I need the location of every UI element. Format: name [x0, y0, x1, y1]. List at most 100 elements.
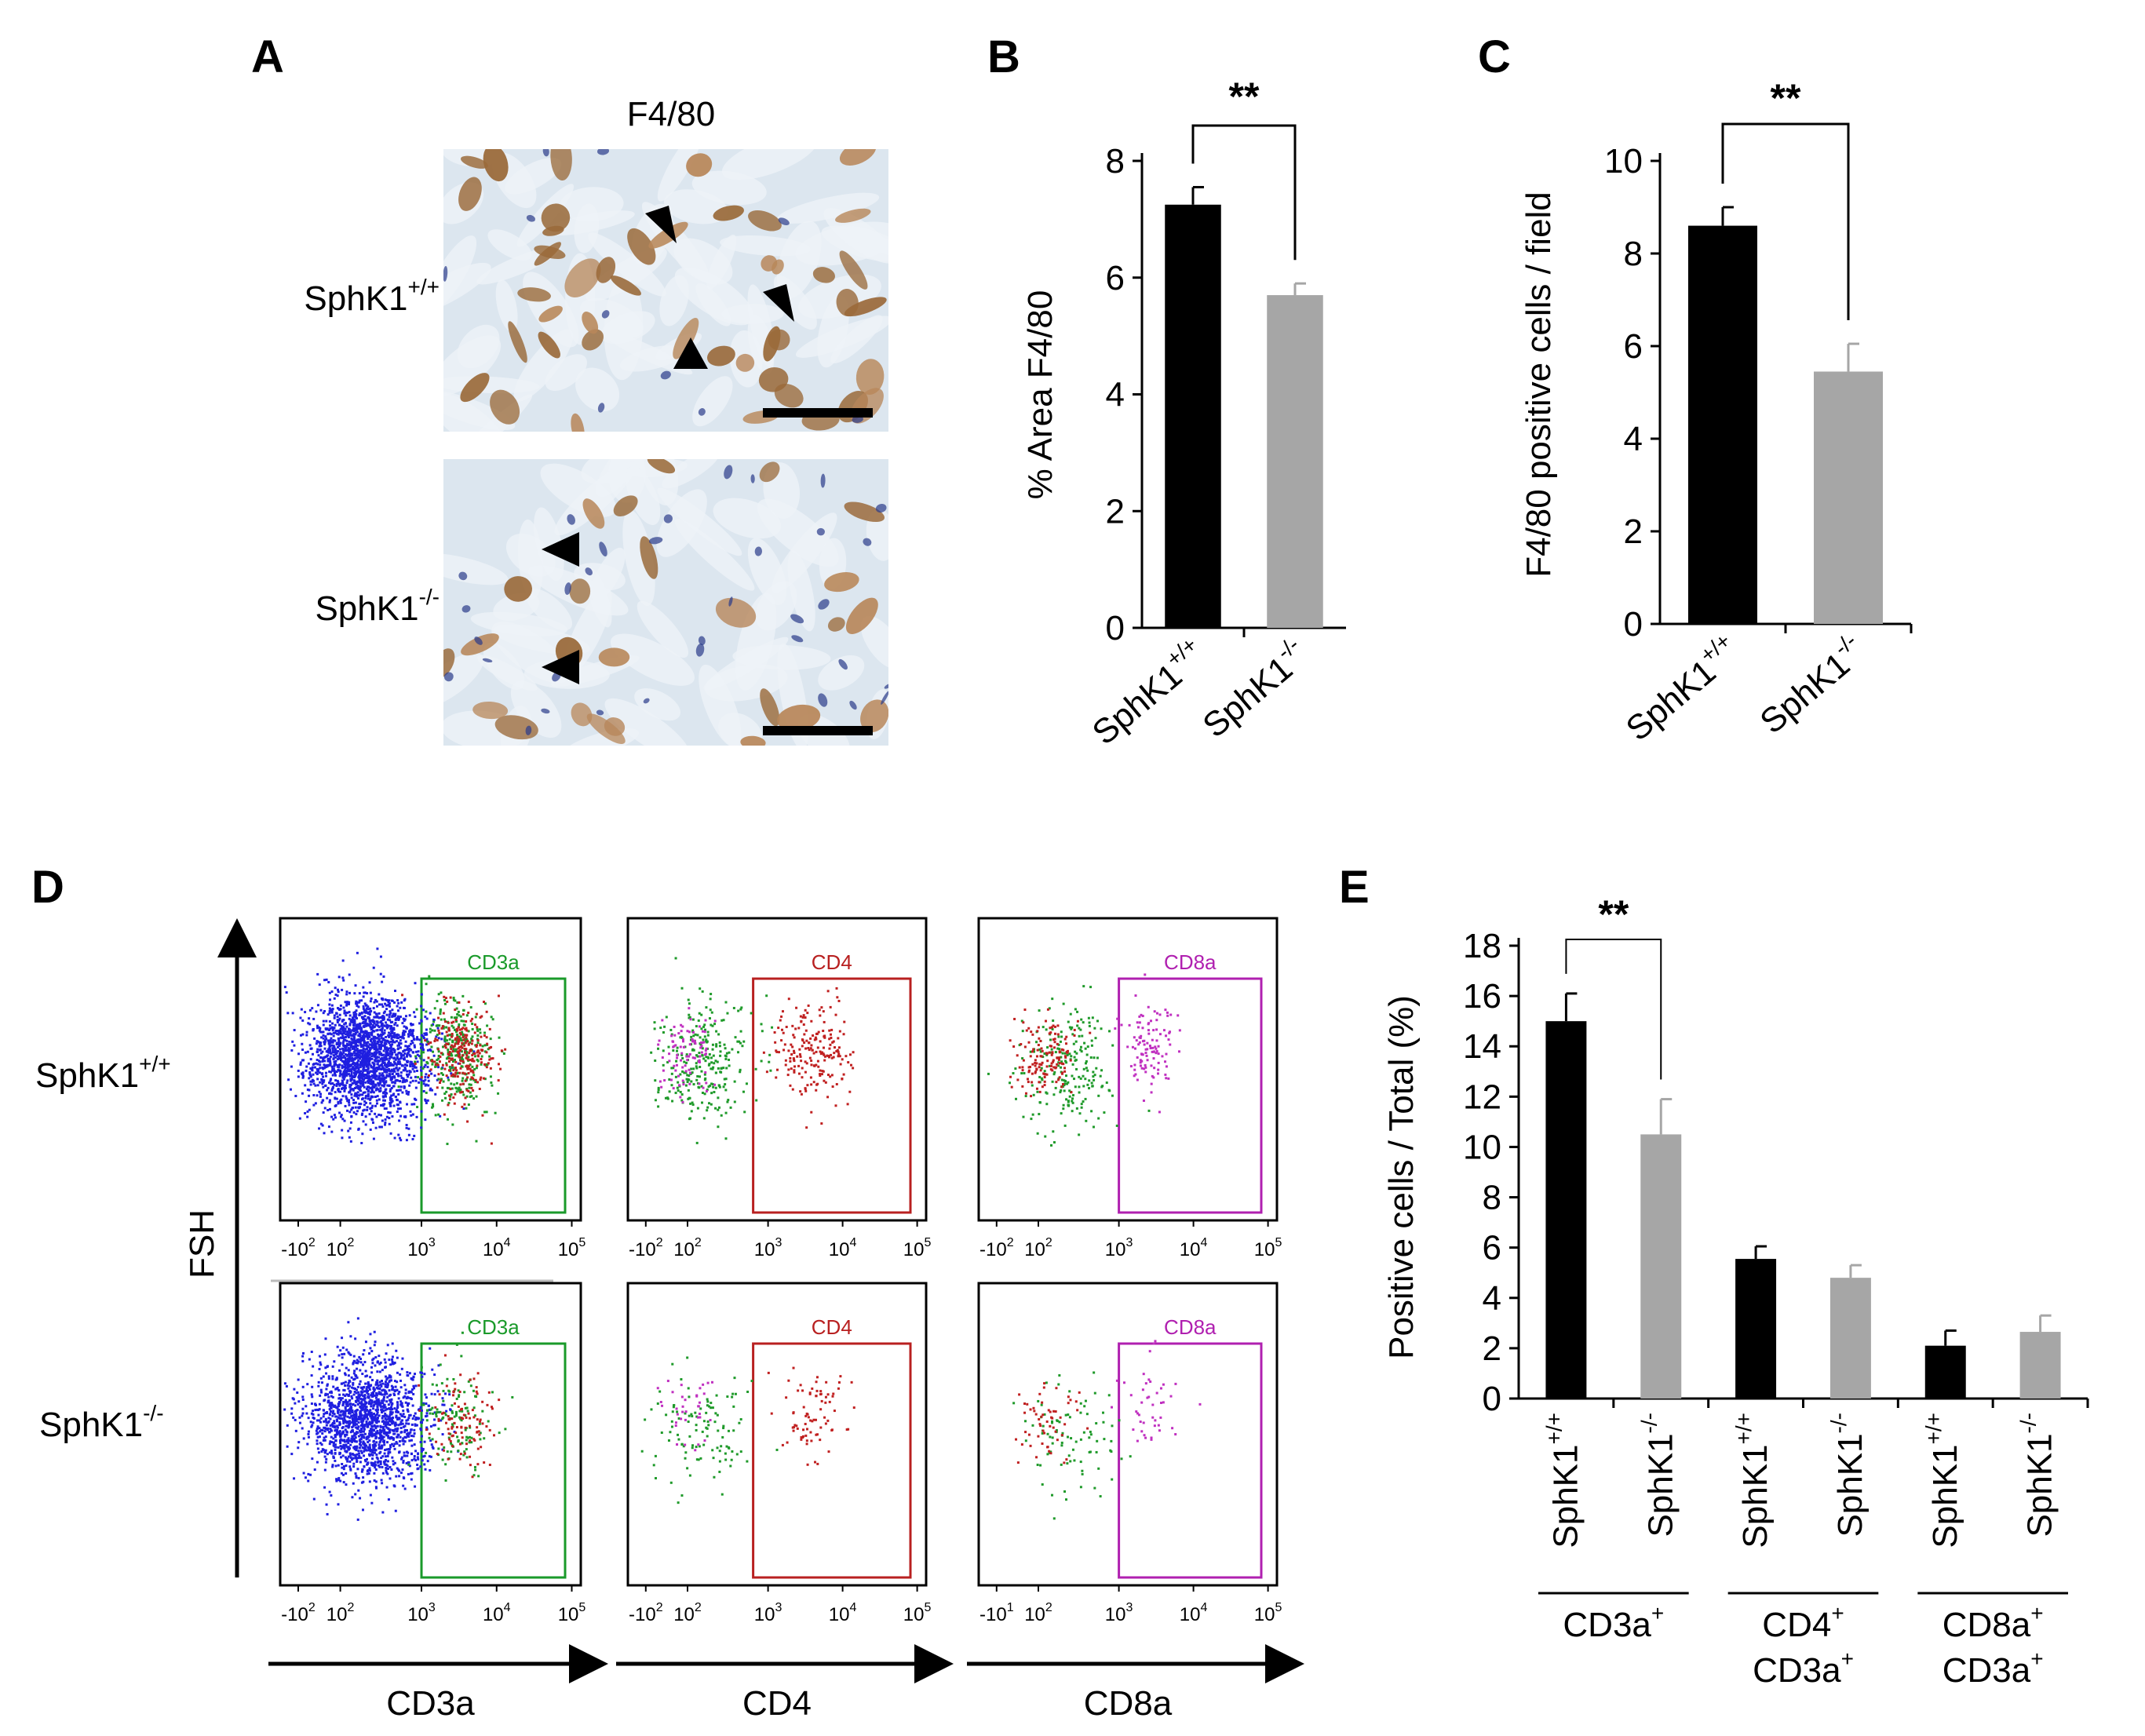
- dot-blue: [398, 1391, 401, 1394]
- x-tick-label: 102: [673, 1236, 702, 1260]
- dot-blue: [407, 1091, 410, 1094]
- dot-blue: [331, 1465, 334, 1468]
- dot-red: [461, 1082, 465, 1085]
- dot-blue: [381, 1472, 385, 1475]
- dot-blue: [381, 1409, 384, 1412]
- dot-blue: [367, 1049, 370, 1052]
- dot-blue: [341, 1086, 345, 1089]
- dot-blue: [299, 1061, 302, 1064]
- dot-blue: [374, 1043, 378, 1046]
- dot-blue: [355, 1475, 358, 1478]
- dot-blue: [308, 1044, 312, 1047]
- dot-blue: [348, 1014, 352, 1017]
- nucleus: [564, 582, 571, 595]
- dot-blue: [374, 1364, 377, 1367]
- dot-blue: [343, 1030, 346, 1033]
- dot-blue: [407, 1033, 410, 1036]
- dot-blue: [397, 1058, 400, 1061]
- dot-blue: [382, 1074, 385, 1078]
- dot-red: [478, 1087, 481, 1090]
- dot-blue: [381, 1023, 384, 1026]
- dot-blue: [389, 1363, 392, 1366]
- dot-red: [445, 1042, 448, 1045]
- dot-blue: [349, 1078, 352, 1081]
- dot-blue: [356, 1362, 359, 1365]
- dot-blue: [374, 1418, 377, 1421]
- dot-blue: [321, 1059, 324, 1063]
- dot-blue: [357, 1457, 360, 1460]
- dot-blue: [370, 1424, 374, 1428]
- dot-blue: [392, 1432, 396, 1435]
- dot-green: [480, 1063, 483, 1066]
- significance-bracket: [1721, 122, 1850, 321]
- stained-cell: [640, 536, 658, 579]
- dot-blue: [357, 1452, 360, 1455]
- dot-blue: [374, 1078, 378, 1081]
- dot-blue: [441, 1397, 444, 1400]
- dot-green: [430, 1024, 433, 1027]
- dot-blue: [343, 1049, 346, 1052]
- dot-blue: [336, 1049, 339, 1052]
- dot-green: [457, 1439, 460, 1442]
- dot-red: [490, 1057, 493, 1060]
- dot-blue: [369, 1333, 372, 1336]
- dot-blue: [413, 1432, 416, 1435]
- dot-blue: [345, 1039, 348, 1042]
- dot-blue: [384, 1406, 387, 1409]
- dot-blue: [399, 1386, 403, 1389]
- dot-green: [487, 1048, 490, 1051]
- dot-blue: [367, 1097, 370, 1100]
- dot-green: [414, 1060, 417, 1063]
- dot-blue: [418, 1081, 421, 1084]
- dot-blue: [358, 1416, 361, 1419]
- stained-cell: [443, 648, 455, 679]
- dot-blue: [376, 1037, 379, 1040]
- dot-blue: [363, 1454, 366, 1457]
- dot-green: [450, 1052, 453, 1055]
- dot-blue: [363, 1446, 366, 1450]
- dot-blue: [332, 1031, 335, 1034]
- dot-blue: [326, 1039, 330, 1042]
- dot-blue: [336, 994, 339, 997]
- dot-blue: [368, 1439, 371, 1442]
- dot-blue: [381, 1465, 384, 1468]
- dot-blue: [404, 1115, 407, 1118]
- dot-red: [453, 1402, 456, 1405]
- dot-blue: [423, 1440, 426, 1443]
- dot-blue: [389, 1055, 392, 1058]
- stained-cell: [715, 597, 757, 628]
- dot-blue: [396, 1072, 399, 1075]
- dot-red: [469, 1059, 472, 1062]
- dot-blue: [323, 1009, 326, 1012]
- dot-blue: [370, 1449, 374, 1452]
- dot-blue: [369, 1402, 372, 1406]
- dot-red: [436, 1063, 440, 1067]
- dot-blue: [404, 1040, 407, 1043]
- dot-blue: [412, 1375, 415, 1378]
- dot-blue: [388, 1024, 391, 1027]
- dot-blue: [391, 1115, 394, 1118]
- dot-blue: [356, 1001, 359, 1004]
- dot-blue: [367, 1417, 370, 1421]
- dot-blue: [341, 976, 345, 979]
- dot-green: [458, 1014, 461, 1017]
- dot-blue: [397, 1424, 400, 1427]
- dot-blue: [349, 1390, 352, 1393]
- dot-blue: [354, 1011, 357, 1014]
- dot-blue: [362, 1030, 365, 1034]
- dot-blue: [389, 1096, 392, 1100]
- dot-blue: [414, 1459, 417, 1462]
- dot-blue: [308, 1094, 311, 1097]
- dot-blue: [381, 1119, 384, 1122]
- dot-blue: [362, 1442, 365, 1445]
- dot-blue: [331, 1041, 334, 1044]
- dot-blue: [377, 1078, 380, 1081]
- dot-blue: [403, 1440, 407, 1443]
- dot-red: [448, 1098, 451, 1101]
- dot-green: [458, 1395, 461, 1399]
- dot-blue: [364, 1077, 367, 1080]
- dot-blue: [353, 1424, 356, 1427]
- dot-blue: [344, 1433, 347, 1436]
- dot-blue: [374, 1340, 377, 1344]
- dot-blue: [322, 1023, 325, 1027]
